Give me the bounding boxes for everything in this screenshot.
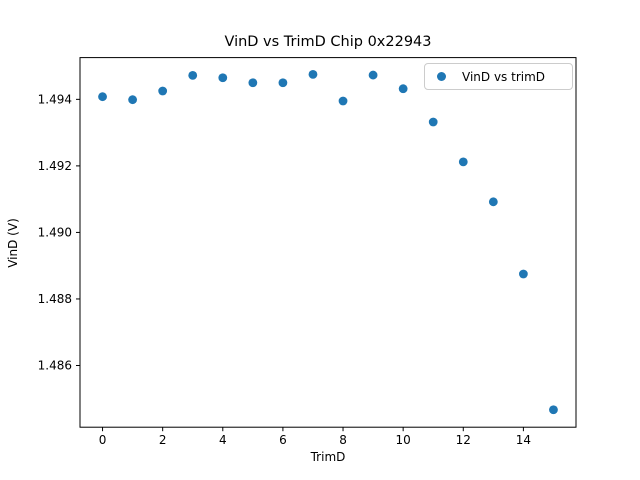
- data-point: [98, 92, 107, 102]
- data-point: [158, 86, 168, 96]
- y-axis-label: VinD (V): [6, 218, 20, 268]
- data-point: [368, 70, 378, 80]
- data-point: [218, 73, 228, 83]
- y-tick-label: 1.490: [38, 225, 72, 239]
- y-tick-label: 1.486: [38, 358, 72, 372]
- data-point: [308, 70, 318, 79]
- x-axis-label: TrimD: [310, 450, 346, 464]
- data-point: [188, 70, 198, 80]
- x-tick-label: 0: [99, 433, 107, 447]
- data-point: [398, 84, 408, 94]
- x-tick-label: 12: [456, 433, 471, 447]
- data-point: [488, 197, 498, 207]
- data-point: [338, 96, 348, 106]
- data-point: [458, 157, 468, 167]
- y-tick-label: 1.494: [38, 92, 72, 106]
- y-tick-label: 1.488: [38, 292, 72, 306]
- x-tick-label: 4: [219, 433, 227, 447]
- x-tick-label: 2: [159, 433, 167, 447]
- x-tick-label: 6: [279, 433, 287, 447]
- legend-box: VinD vs trimD: [424, 63, 573, 90]
- legend-marker-icon: [437, 72, 446, 81]
- legend-label: VinD vs trimD: [462, 69, 546, 84]
- data-point: [248, 78, 258, 88]
- data-point: [278, 78, 288, 88]
- data-point: [518, 269, 528, 279]
- chart-title: VinD vs TrimD Chip 0x22943: [224, 34, 432, 50]
- x-tick-label: 8: [339, 433, 347, 447]
- data-point: [428, 117, 438, 127]
- y-tick-label: 1.492: [38, 159, 72, 173]
- x-tick-label: 14: [516, 433, 531, 447]
- data-point: [128, 95, 138, 105]
- data-point: [549, 405, 558, 415]
- x-tick-label: 10: [396, 433, 411, 447]
- axes-spines: [79, 57, 577, 428]
